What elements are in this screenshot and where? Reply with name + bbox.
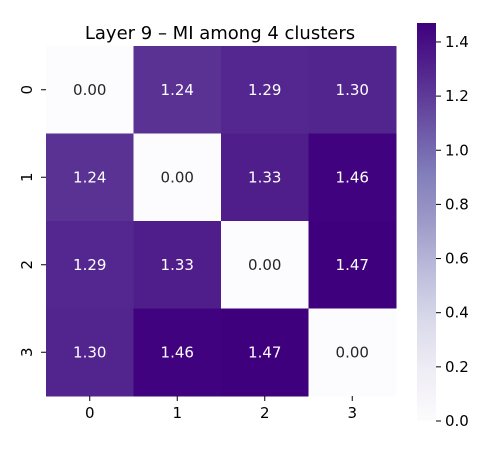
heatmap-cell	[221, 308, 309, 397]
x-tick-label: 1	[172, 404, 182, 422]
heatmap-cell	[133, 308, 222, 397]
colorbar-tick-label: 1.2	[445, 87, 469, 105]
colorbar-tick-label: 0.6	[445, 250, 469, 268]
heatmap-cell	[308, 221, 397, 309]
cell-value-label: 0.00	[161, 168, 194, 186]
y-axis: 0 1 2 3	[18, 85, 46, 357]
cell-value-label: 1.46	[336, 168, 369, 186]
colorbar-tick-label: 1.0	[445, 141, 469, 159]
x-tick-label: 3	[347, 404, 357, 422]
heatmap-cell	[46, 308, 134, 397]
y-tick-label: 3	[18, 347, 36, 357]
x-axis: 0 1 2 3	[85, 396, 357, 422]
cell-value-label: 1.30	[73, 343, 106, 361]
cell-value-label: 1.24	[161, 81, 194, 99]
cell-value-label: 0.00	[73, 81, 106, 99]
heatmap-cell	[133, 133, 222, 222]
heatmap-cell	[308, 46, 397, 134]
heatmap-cell	[133, 221, 222, 309]
colorbar-tick-label: 0.8	[445, 195, 469, 213]
cell-value-label: 0.00	[248, 256, 281, 274]
cell-value-label: 1.33	[248, 168, 281, 186]
colorbar-tick-label: 1.4	[445, 33, 469, 51]
cell-value-label: 1.46	[161, 343, 194, 361]
heatmap-cell	[46, 133, 134, 222]
cell-value-label: 0.00	[336, 343, 369, 361]
y-tick-label: 0	[18, 85, 36, 95]
heatmap-cell	[46, 46, 134, 134]
heatmap-cell	[308, 308, 397, 397]
chart-title: Layer 9 – MI among 4 clusters	[85, 23, 355, 44]
y-tick-label: 1	[18, 172, 36, 182]
x-tick-label: 0	[85, 404, 95, 422]
cell-value-label: 1.47	[336, 256, 369, 274]
heatmap-cell	[221, 133, 309, 222]
heatmap-cell	[308, 133, 397, 222]
heatmap-cell	[221, 46, 309, 134]
colorbar-tick-label: 0.2	[445, 358, 469, 376]
colorbar: 0.0 0.2 0.4 0.6 0.8 1.0 1.2 1.4	[417, 23, 469, 430]
heatmap-cell	[46, 221, 134, 309]
cell-value-label: 1.33	[161, 256, 194, 274]
heatmap-cells: 0.00 1.24 1.29 1.30 1.24 0.00 1.33 1.46 1.29 1.33…	[46, 46, 397, 397]
colorbar-tick-label: 0.0	[445, 412, 469, 430]
cell-value-label: 1.24	[73, 168, 106, 186]
heatmap-cell	[133, 46, 222, 134]
x-tick-label: 2	[260, 404, 270, 422]
y-tick-label: 2	[18, 260, 36, 270]
cell-value-label: 1.30	[336, 81, 369, 99]
cell-value-label: 1.47	[248, 343, 281, 361]
cell-value-label: 1.29	[248, 81, 281, 99]
heatmap-cell	[221, 221, 309, 309]
colorbar-tick-label: 0.4	[445, 304, 469, 322]
colorbar-gradient	[417, 23, 436, 421]
cell-value-label: 1.29	[73, 256, 106, 274]
